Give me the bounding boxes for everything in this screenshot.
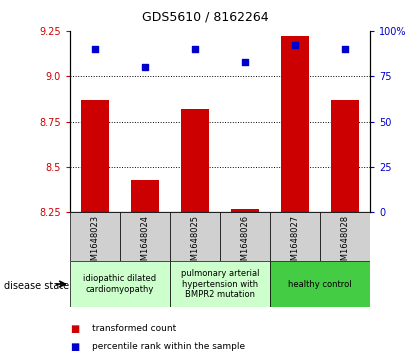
Text: ■: ■ [70, 323, 79, 334]
Text: GDS5610 / 8162264: GDS5610 / 8162264 [142, 11, 269, 24]
Point [192, 46, 198, 52]
Bar [270, 212, 320, 261]
Text: GSM1648024: GSM1648024 [141, 215, 149, 271]
Bar [331, 100, 359, 212]
Text: GSM1648026: GSM1648026 [240, 215, 249, 271]
Point [242, 59, 248, 65]
Text: transformed count: transformed count [92, 324, 177, 333]
Text: pulmonary arterial
hypertension with
BMPR2 mutation: pulmonary arterial hypertension with BMP… [181, 269, 259, 299]
Text: disease state: disease state [4, 281, 69, 291]
Text: ■: ■ [70, 342, 79, 352]
Text: idiopathic dilated
cardiomyopathy: idiopathic dilated cardiomyopathy [83, 274, 157, 294]
Bar [70, 212, 120, 261]
Text: GSM1648027: GSM1648027 [291, 215, 299, 271]
Bar [170, 212, 220, 261]
Text: GSM1648023: GSM1648023 [90, 215, 99, 271]
Bar [70, 261, 170, 307]
Bar [181, 109, 209, 212]
Text: healthy control: healthy control [288, 280, 352, 289]
Bar [81, 100, 109, 212]
Text: GSM1648028: GSM1648028 [340, 215, 349, 271]
Bar [320, 212, 370, 261]
Point [292, 42, 298, 48]
Bar [281, 36, 309, 212]
Bar [270, 261, 370, 307]
Bar [220, 212, 270, 261]
Bar [231, 209, 259, 212]
Point [92, 46, 98, 52]
Bar [131, 180, 159, 212]
Point [141, 64, 148, 70]
Text: GSM1648025: GSM1648025 [190, 215, 199, 271]
Bar [120, 212, 170, 261]
Point [342, 46, 348, 52]
Text: percentile rank within the sample: percentile rank within the sample [92, 342, 246, 351]
Bar [170, 261, 270, 307]
